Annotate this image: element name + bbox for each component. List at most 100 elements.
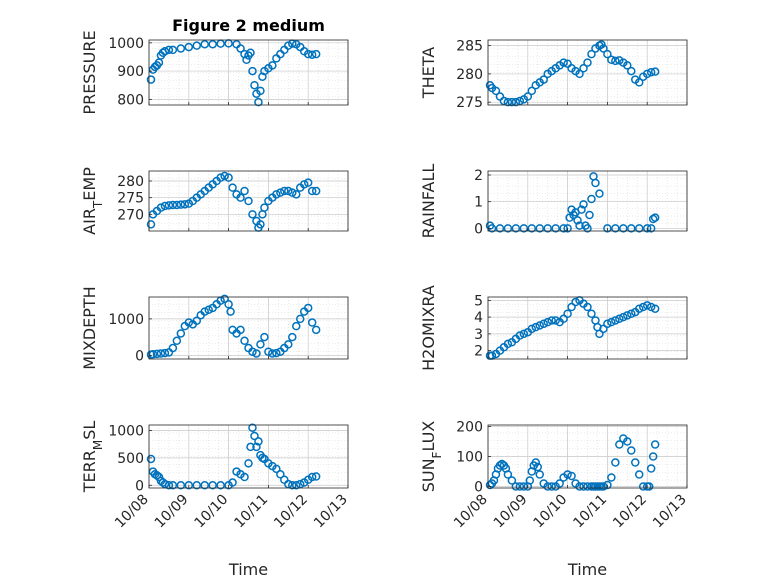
data-point [146, 220, 156, 229]
subplot-rainfall: 0 1 2 RAINFALL [419, 164, 688, 239]
data-point [236, 44, 245, 53]
data-point [611, 56, 620, 66]
y-tick-label: 0 [135, 478, 144, 494]
data-point [531, 322, 541, 332]
y-tick-label: 280 [456, 67, 483, 83]
axes-frame [148, 39, 349, 106]
data-point [535, 470, 544, 479]
axes-frame [148, 296, 349, 360]
data-point [168, 481, 178, 490]
y-axis-label: H2OMIXRA [419, 285, 438, 371]
data-point [284, 340, 293, 349]
data-point [559, 224, 568, 233]
data-point [224, 300, 233, 309]
data-point [250, 80, 259, 90]
data-point [256, 220, 265, 229]
data-point [638, 302, 648, 312]
data-point [571, 297, 580, 307]
data-point [503, 339, 513, 349]
data-point [311, 325, 321, 335]
data-point [595, 189, 604, 198]
data-point [585, 210, 594, 220]
data-point [272, 190, 281, 199]
y-tick-label: 3 [474, 327, 483, 343]
subplot-mixdepth: 0 1000 MIXDEPTH [80, 286, 349, 370]
data-point [164, 201, 174, 210]
data-point [547, 482, 556, 491]
data-point [611, 458, 620, 467]
data-point [599, 44, 608, 53]
data-point [146, 454, 156, 464]
y-axis-label: SUNFLUX [419, 421, 444, 493]
y-tick-label: 2 [474, 168, 483, 184]
data-point [646, 302, 656, 312]
data-point [603, 49, 612, 59]
data-point [246, 442, 255, 452]
x-tick-label: 10/08 [451, 492, 491, 532]
data-point [288, 332, 297, 342]
data-point [236, 325, 245, 335]
x-tick-label: 10/10 [531, 492, 571, 532]
y-tick-label: 5 [474, 293, 483, 309]
data-point [511, 482, 521, 491]
data-point [523, 92, 533, 101]
data-point [260, 332, 269, 342]
data-point [583, 58, 592, 67]
data-point [599, 482, 608, 491]
data-point [650, 213, 660, 222]
data-point [220, 294, 229, 304]
data-point [252, 349, 261, 358]
data-point [248, 66, 257, 76]
data-point [527, 224, 537, 233]
data-point [292, 190, 301, 199]
data-point [303, 49, 313, 59]
data-point [603, 224, 612, 233]
data-point [642, 224, 652, 233]
data-point [634, 470, 644, 479]
data-point [623, 311, 632, 320]
data-point [527, 324, 537, 334]
data-point [503, 97, 513, 107]
data-point [208, 39, 217, 49]
subplot-sun-flux: 0 100 200 10/08 10/09 10/10 10/11 10/12 10/13 SUN… [419, 420, 690, 580]
data-point [599, 324, 608, 334]
data-point [284, 186, 293, 196]
data-point [200, 481, 209, 490]
data-point [559, 58, 568, 67]
data-point [579, 64, 588, 73]
x-axis-label: Time [228, 560, 268, 579]
data-point [250, 431, 259, 441]
data-point [180, 200, 190, 209]
y-axis-label: TERRMSL [80, 421, 105, 494]
y-tick-label: 280 [117, 174, 144, 190]
data-point [236, 193, 245, 202]
data-point [539, 75, 548, 84]
data-point [515, 96, 525, 106]
data-point [248, 210, 257, 219]
x-tick-label: 10/10 [192, 492, 232, 532]
data-point [644, 482, 654, 491]
data-point [164, 45, 174, 55]
data-point [642, 69, 652, 79]
data-point [573, 216, 582, 225]
data-point [303, 303, 313, 313]
y-axis-label: RAINFALL [419, 164, 438, 239]
data-point [276, 470, 285, 479]
data-point [256, 340, 265, 349]
y-tick-label: 1000 [108, 423, 144, 439]
data-point [160, 348, 170, 358]
data-point [551, 224, 560, 233]
x-tick-label: 10/12 [271, 492, 311, 532]
data-point [527, 86, 537, 96]
data-point [200, 307, 209, 316]
data-point [543, 317, 552, 327]
data-point [192, 316, 202, 325]
data-point [575, 482, 584, 491]
y-tick-label: 1000 [108, 312, 144, 328]
data-point [642, 301, 652, 310]
data-point [525, 476, 535, 485]
data-point [228, 478, 237, 487]
data-point [292, 321, 301, 331]
data-point [591, 178, 600, 188]
y-tick-label: 900 [117, 64, 144, 80]
